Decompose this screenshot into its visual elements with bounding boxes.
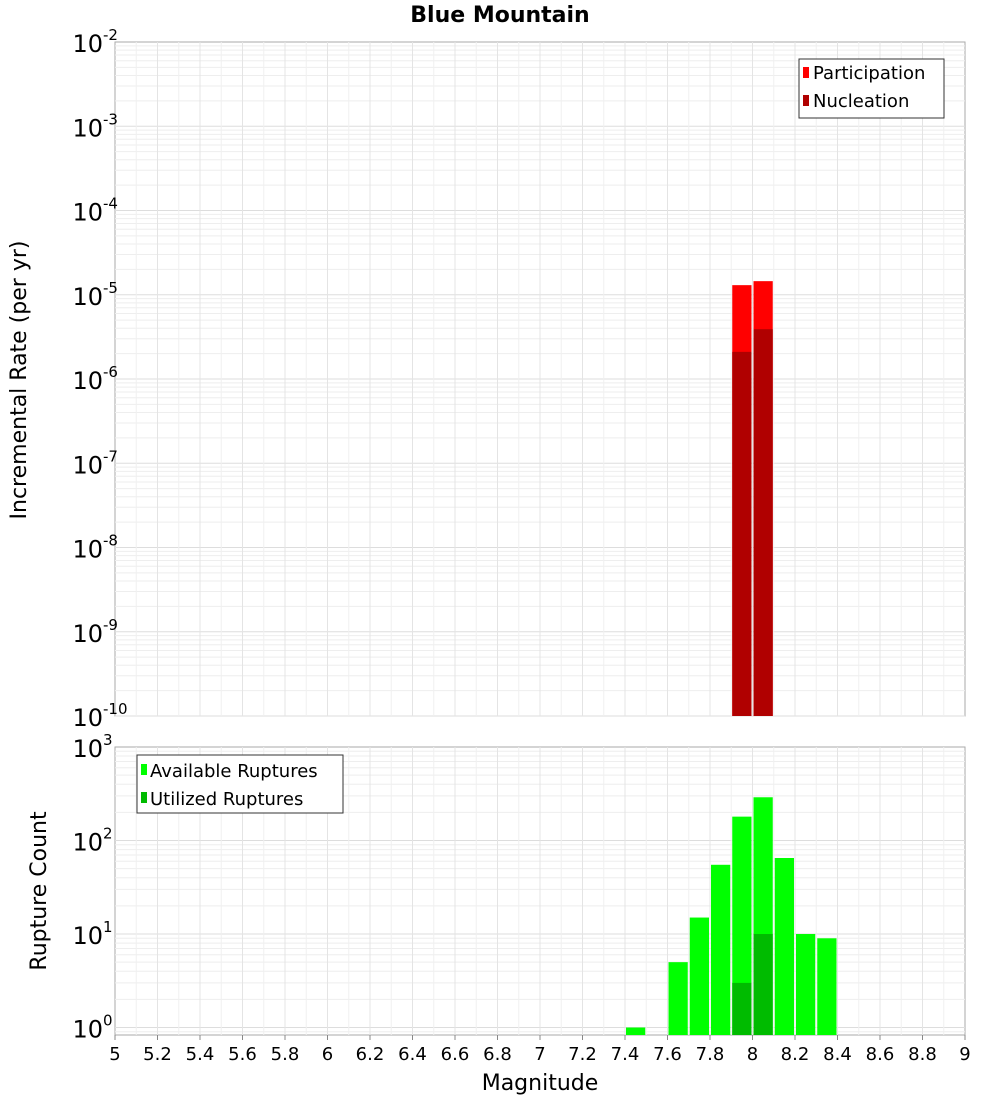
x-ticks: 5 5.2 5.4 5.6 5.8 6 6.2 6.4 6.6 6.8 7 7.2 7.4 7.6 7.8 8…	[109, 1035, 971, 1065]
x-tick-label: 7.2	[568, 1044, 597, 1065]
rate-y-ticks: 10-210-310-410-510-610-710-810-910-10	[72, 26, 127, 732]
y-tick-label: 10	[72, 735, 103, 763]
participation-legend-swatch	[803, 67, 809, 78]
x-tick-label: 5.2	[143, 1044, 172, 1065]
y-tick-label: 10	[72, 451, 103, 479]
count-bars	[626, 797, 837, 1035]
rate-y-axis-label: Incremental Rate (per yr)	[7, 241, 32, 520]
nucleation-bar	[732, 351, 752, 716]
y-tick-label: 10	[72, 30, 103, 58]
y-tick-exponent: -4	[103, 195, 118, 213]
rate-legend: Participation Nucleation	[798, 58, 945, 119]
x-tick-label: 6.2	[356, 1044, 385, 1065]
rate-legend-box	[798, 58, 945, 119]
y-tick-exponent: -10	[103, 700, 128, 718]
y-tick-label: 10	[72, 620, 103, 648]
x-tick-label: 7.4	[611, 1044, 640, 1065]
nucleation-legend-label: Nucleation	[813, 91, 909, 112]
chart-title: Blue Mountain	[410, 3, 589, 28]
y-tick-exponent: 1	[103, 918, 113, 936]
y-tick-exponent: 3	[103, 731, 113, 749]
y-tick-exponent: -5	[103, 279, 118, 297]
y-tick-exponent: -2	[103, 26, 118, 44]
available-ruptures-bar	[711, 864, 731, 1035]
x-tick-label: 5.6	[228, 1044, 257, 1065]
y-tick-label: 10	[72, 1016, 103, 1044]
count-legend: Available Ruptures Utilized Ruptures	[136, 754, 344, 814]
available-legend-label: Available Ruptures	[150, 761, 318, 782]
available-ruptures-bar	[668, 962, 688, 1035]
x-tick-label: 7	[534, 1044, 545, 1065]
participation-legend-label: Participation	[813, 63, 925, 84]
x-tick-label: 8	[747, 1044, 758, 1065]
y-tick-label: 10	[72, 199, 103, 227]
available-ruptures-bar	[732, 816, 752, 1035]
y-tick-exponent: -7	[103, 447, 118, 465]
count-y-axis-label: Rupture Count	[27, 811, 52, 971]
available-ruptures-bar	[774, 858, 794, 1035]
nucleation-bar	[753, 329, 773, 716]
x-tick-label: 5.4	[186, 1044, 215, 1065]
y-tick-exponent: -3	[103, 110, 118, 128]
y-tick-exponent: 0	[103, 1012, 113, 1030]
available-ruptures-bar	[689, 917, 709, 1035]
x-tick-label: 6.4	[398, 1044, 427, 1065]
count-legend-box	[136, 754, 344, 814]
utilized-ruptures-bar	[753, 934, 773, 1035]
y-tick-exponent: 2	[103, 825, 113, 843]
y-tick-label: 10	[72, 114, 103, 142]
utilized-ruptures-bar	[732, 982, 752, 1035]
utilized-legend-swatch	[141, 792, 147, 803]
x-tick-label: 7.8	[696, 1044, 725, 1065]
y-tick-exponent: -8	[103, 532, 118, 550]
x-tick-label: 8.8	[908, 1044, 937, 1065]
available-ruptures-bar	[817, 938, 837, 1035]
nucleation-legend-swatch	[803, 95, 809, 106]
y-tick-label: 10	[72, 283, 103, 311]
rate-bars	[732, 281, 773, 716]
y-tick-label: 10	[72, 536, 103, 564]
y-tick-label: 10	[72, 704, 103, 732]
utilized-legend-label: Utilized Ruptures	[150, 789, 303, 810]
y-tick-label: 10	[72, 922, 103, 950]
x-tick-label: 9	[959, 1044, 970, 1065]
x-tick-label: 5.8	[271, 1044, 300, 1065]
available-ruptures-bar	[626, 1027, 646, 1035]
x-tick-label: 7.6	[653, 1044, 682, 1065]
y-tick-exponent: -6	[103, 363, 118, 381]
y-tick-label: 10	[72, 829, 103, 857]
x-tick-label: 8.2	[781, 1044, 810, 1065]
available-ruptures-bar	[796, 934, 816, 1035]
x-tick-label: 6	[322, 1044, 333, 1065]
x-tick-label: 8.4	[823, 1044, 852, 1065]
y-tick-exponent: -9	[103, 616, 118, 634]
x-axis-label: Magnitude	[482, 1071, 599, 1096]
y-tick-label: 10	[72, 367, 103, 395]
x-tick-label: 6.8	[483, 1044, 512, 1065]
rate-grid	[115, 42, 965, 717]
available-legend-swatch	[141, 764, 147, 775]
x-tick-label: 8.6	[866, 1044, 895, 1065]
x-tick-label: 6.6	[441, 1044, 470, 1065]
x-tick-label: 5	[109, 1044, 120, 1065]
